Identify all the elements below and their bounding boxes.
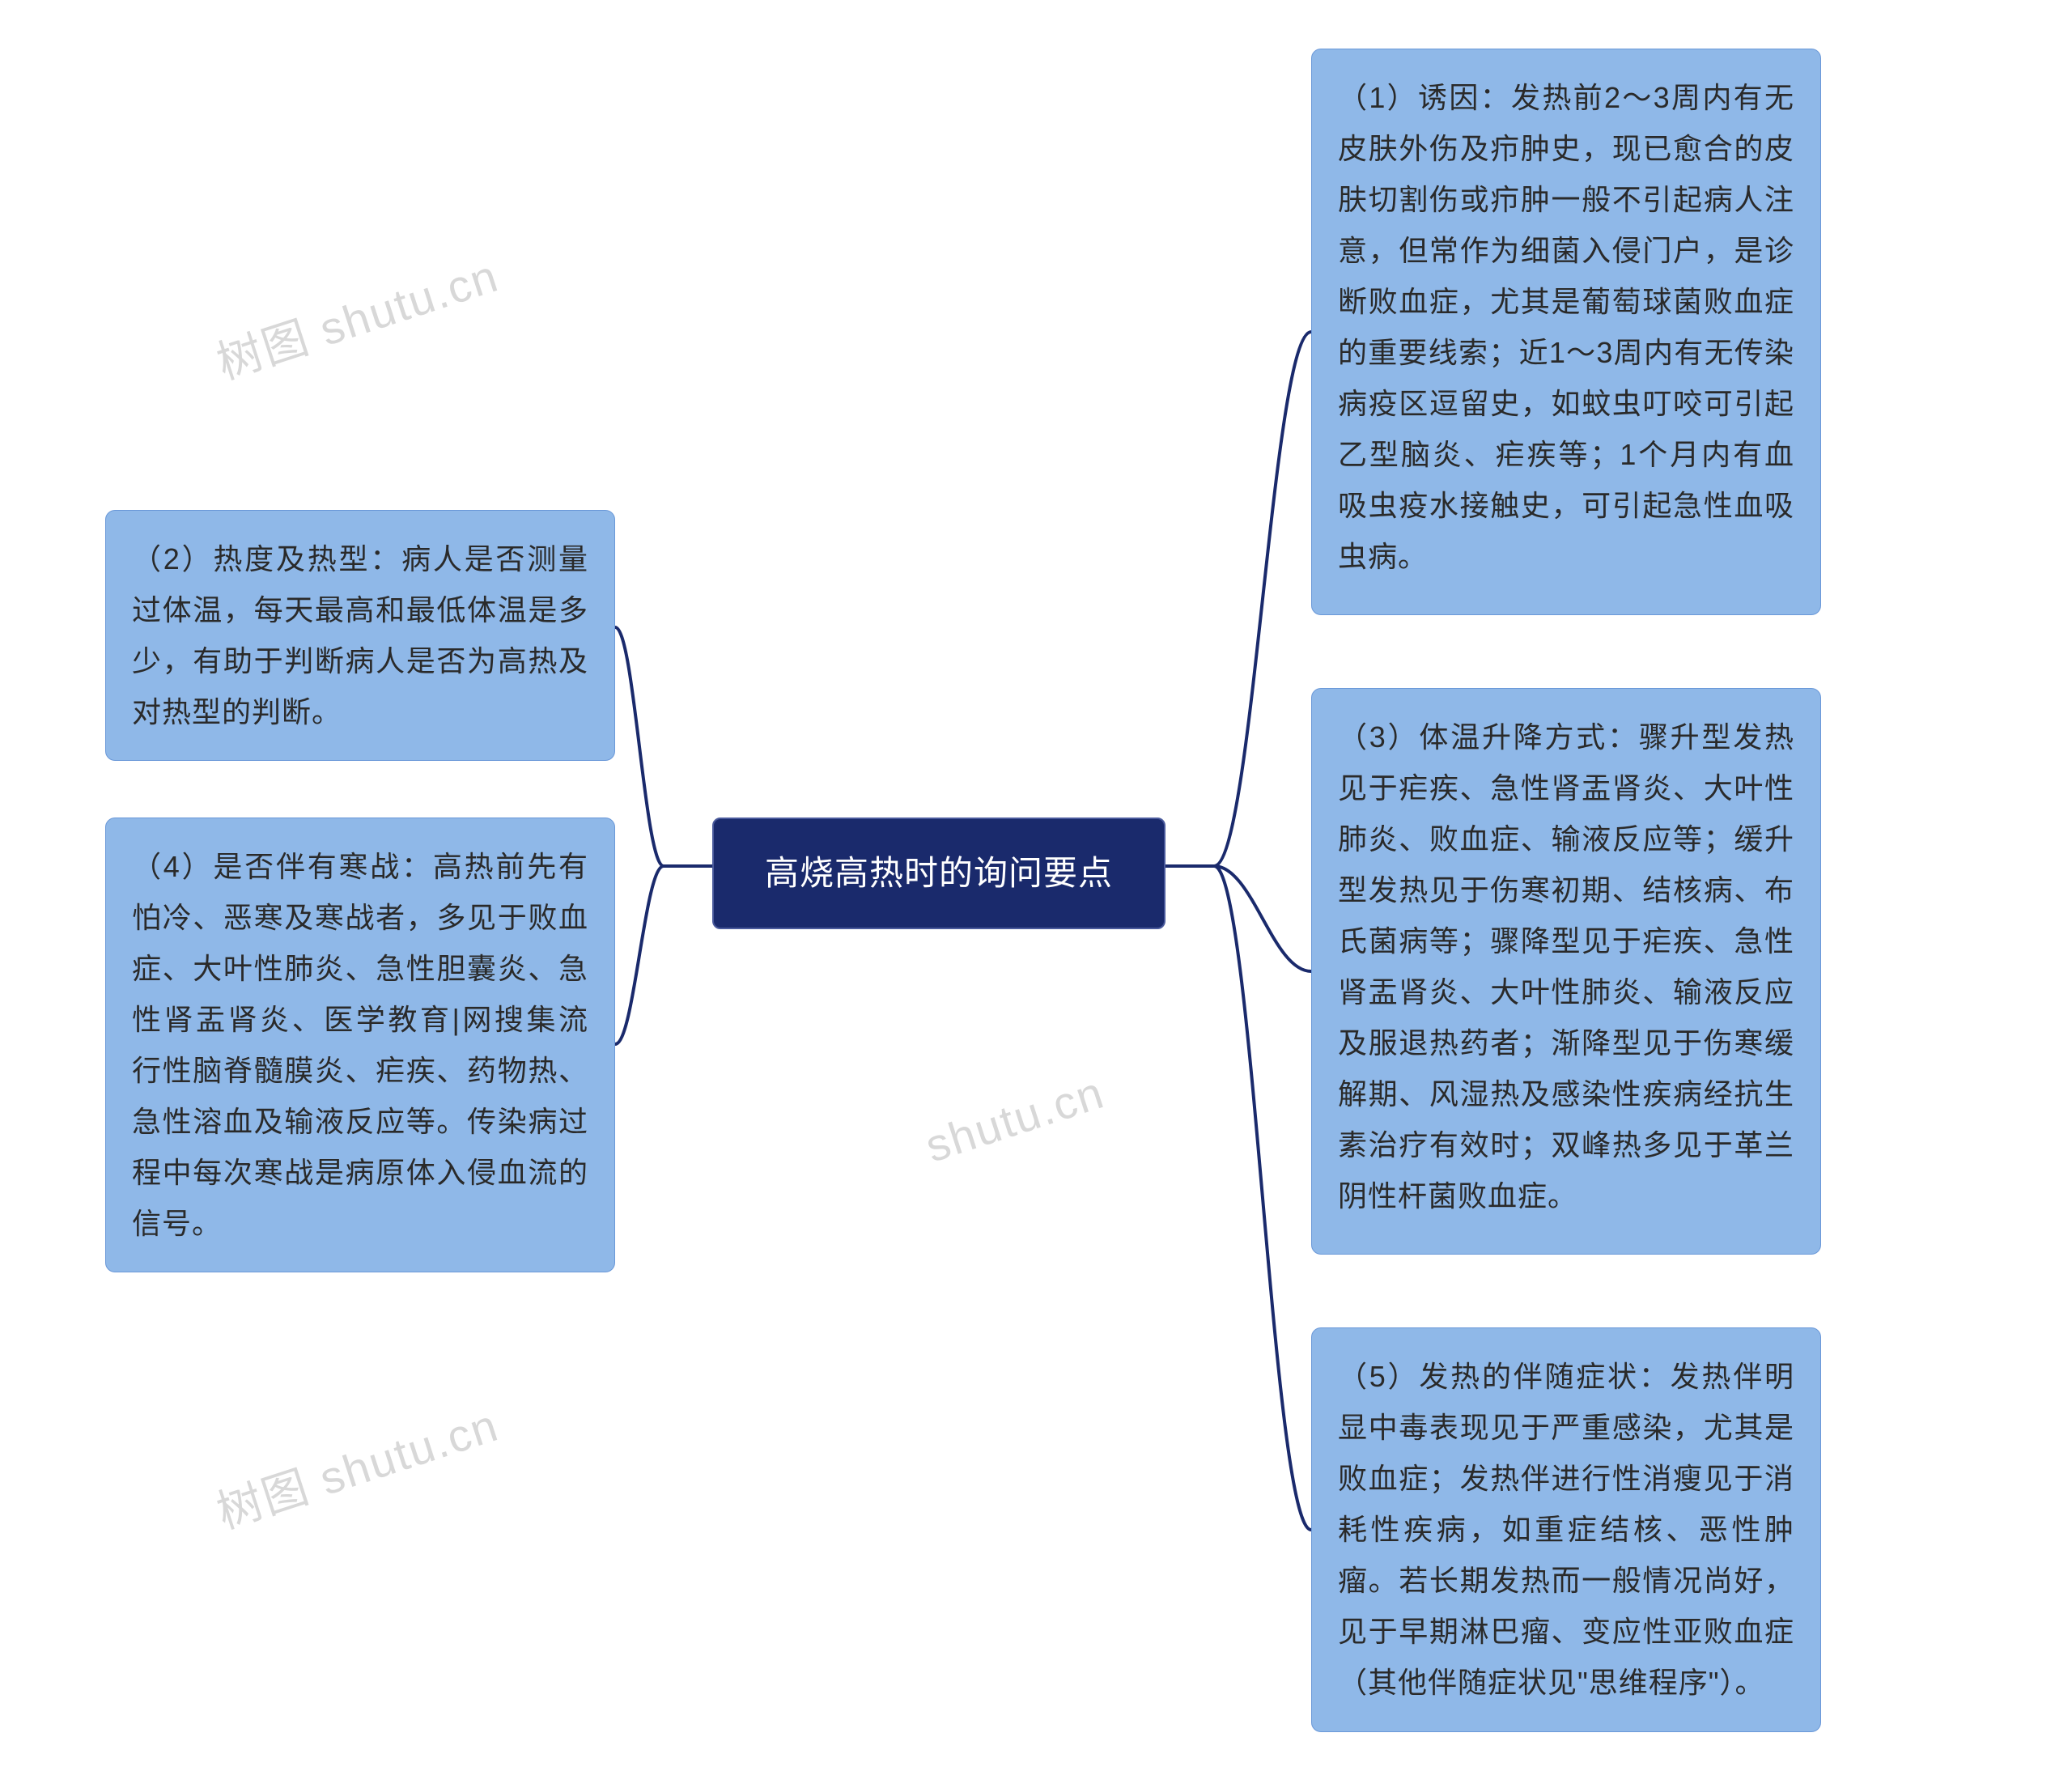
leaf-node-3: （3）体温升降方式：骤升型发热见于疟疾、急性肾盂肾炎、大叶性肺炎、败血症、输液反… [1311,688,1821,1255]
watermark: 树图 shutu.cn [207,1389,506,1542]
leaf-node-1: （1）诱因：发热前2～3周内有无皮肤外伤及疖肿史，现已愈合的皮肤切割伤或疖肿一般… [1311,49,1821,615]
center-node: 高烧高热时的询问要点 [712,818,1166,929]
leaf-node-5: （5）发热的伴随症状：发热伴明显中毒表现见于严重感染，尤其是败血症；发热伴进行性… [1311,1327,1821,1732]
watermark: 树图 shutu.cn [207,240,506,393]
mindmap-canvas: 树图 shutu.cn 树图 shutu.cn shutu.cn shutu.c… [0,0,2072,1771]
watermark: shutu.cn [919,1065,1111,1172]
leaf-node-4: （4）是否伴有寒战：高热前先有怕冷、恶寒及寒战者，多见于败血症、大叶性肺炎、急性… [105,818,615,1272]
leaf-node-2: （2）热度及热型：病人是否测量过体温，每天最高和最低体温是多少，有助于判断病人是… [105,510,615,761]
